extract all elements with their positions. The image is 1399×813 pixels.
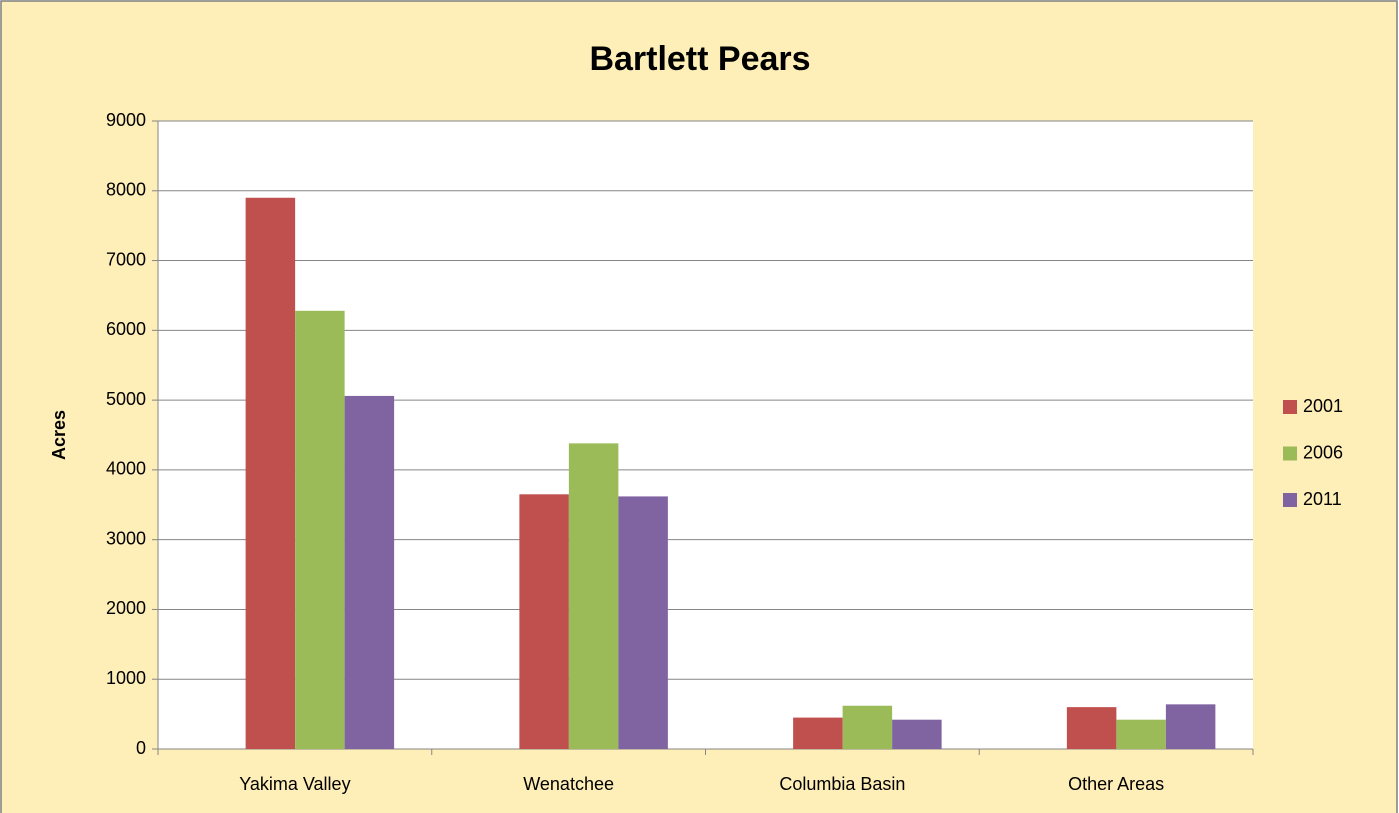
- y-tick-label: 0: [136, 738, 146, 758]
- bar: [842, 705, 893, 749]
- bar: [1116, 719, 1166, 749]
- x-tick-label: Columbia Basin: [779, 774, 905, 794]
- y-tick-label: 2000: [106, 598, 146, 618]
- bar: [344, 395, 395, 749]
- bar: [793, 717, 843, 749]
- legend-swatch: [1283, 493, 1297, 507]
- bar: [618, 496, 668, 749]
- x-tick-label: Other Areas: [1068, 774, 1164, 794]
- y-tick-label: 8000: [106, 180, 146, 200]
- y-tick-label: 9000: [106, 110, 146, 130]
- chart-title: Bartlett Pears: [589, 40, 810, 78]
- bar: [1165, 704, 1216, 749]
- y-axis-label: Acres: [49, 410, 69, 460]
- y-tick-label: 4000: [106, 459, 146, 479]
- bar: [892, 719, 942, 749]
- bar: [245, 197, 296, 749]
- y-tick-label: 1000: [106, 668, 146, 688]
- y-tick-label: 7000: [106, 249, 146, 269]
- legend-label: 2001: [1303, 396, 1343, 416]
- legend-label: 2011: [1303, 489, 1342, 509]
- x-tick-label: Wenatchee: [523, 774, 614, 794]
- legend-swatch: [1283, 446, 1297, 461]
- y-tick-label: 5000: [106, 389, 146, 409]
- bar: [568, 443, 619, 749]
- y-tick-label: 6000: [106, 319, 146, 339]
- bar: [295, 310, 345, 749]
- bar: [1066, 707, 1117, 749]
- bar: [519, 494, 569, 749]
- legend-label: 2006: [1303, 442, 1343, 462]
- legend-swatch: [1283, 400, 1297, 414]
- y-tick-label: 3000: [106, 528, 146, 548]
- x-tick-label: Yakima Valley: [239, 774, 350, 794]
